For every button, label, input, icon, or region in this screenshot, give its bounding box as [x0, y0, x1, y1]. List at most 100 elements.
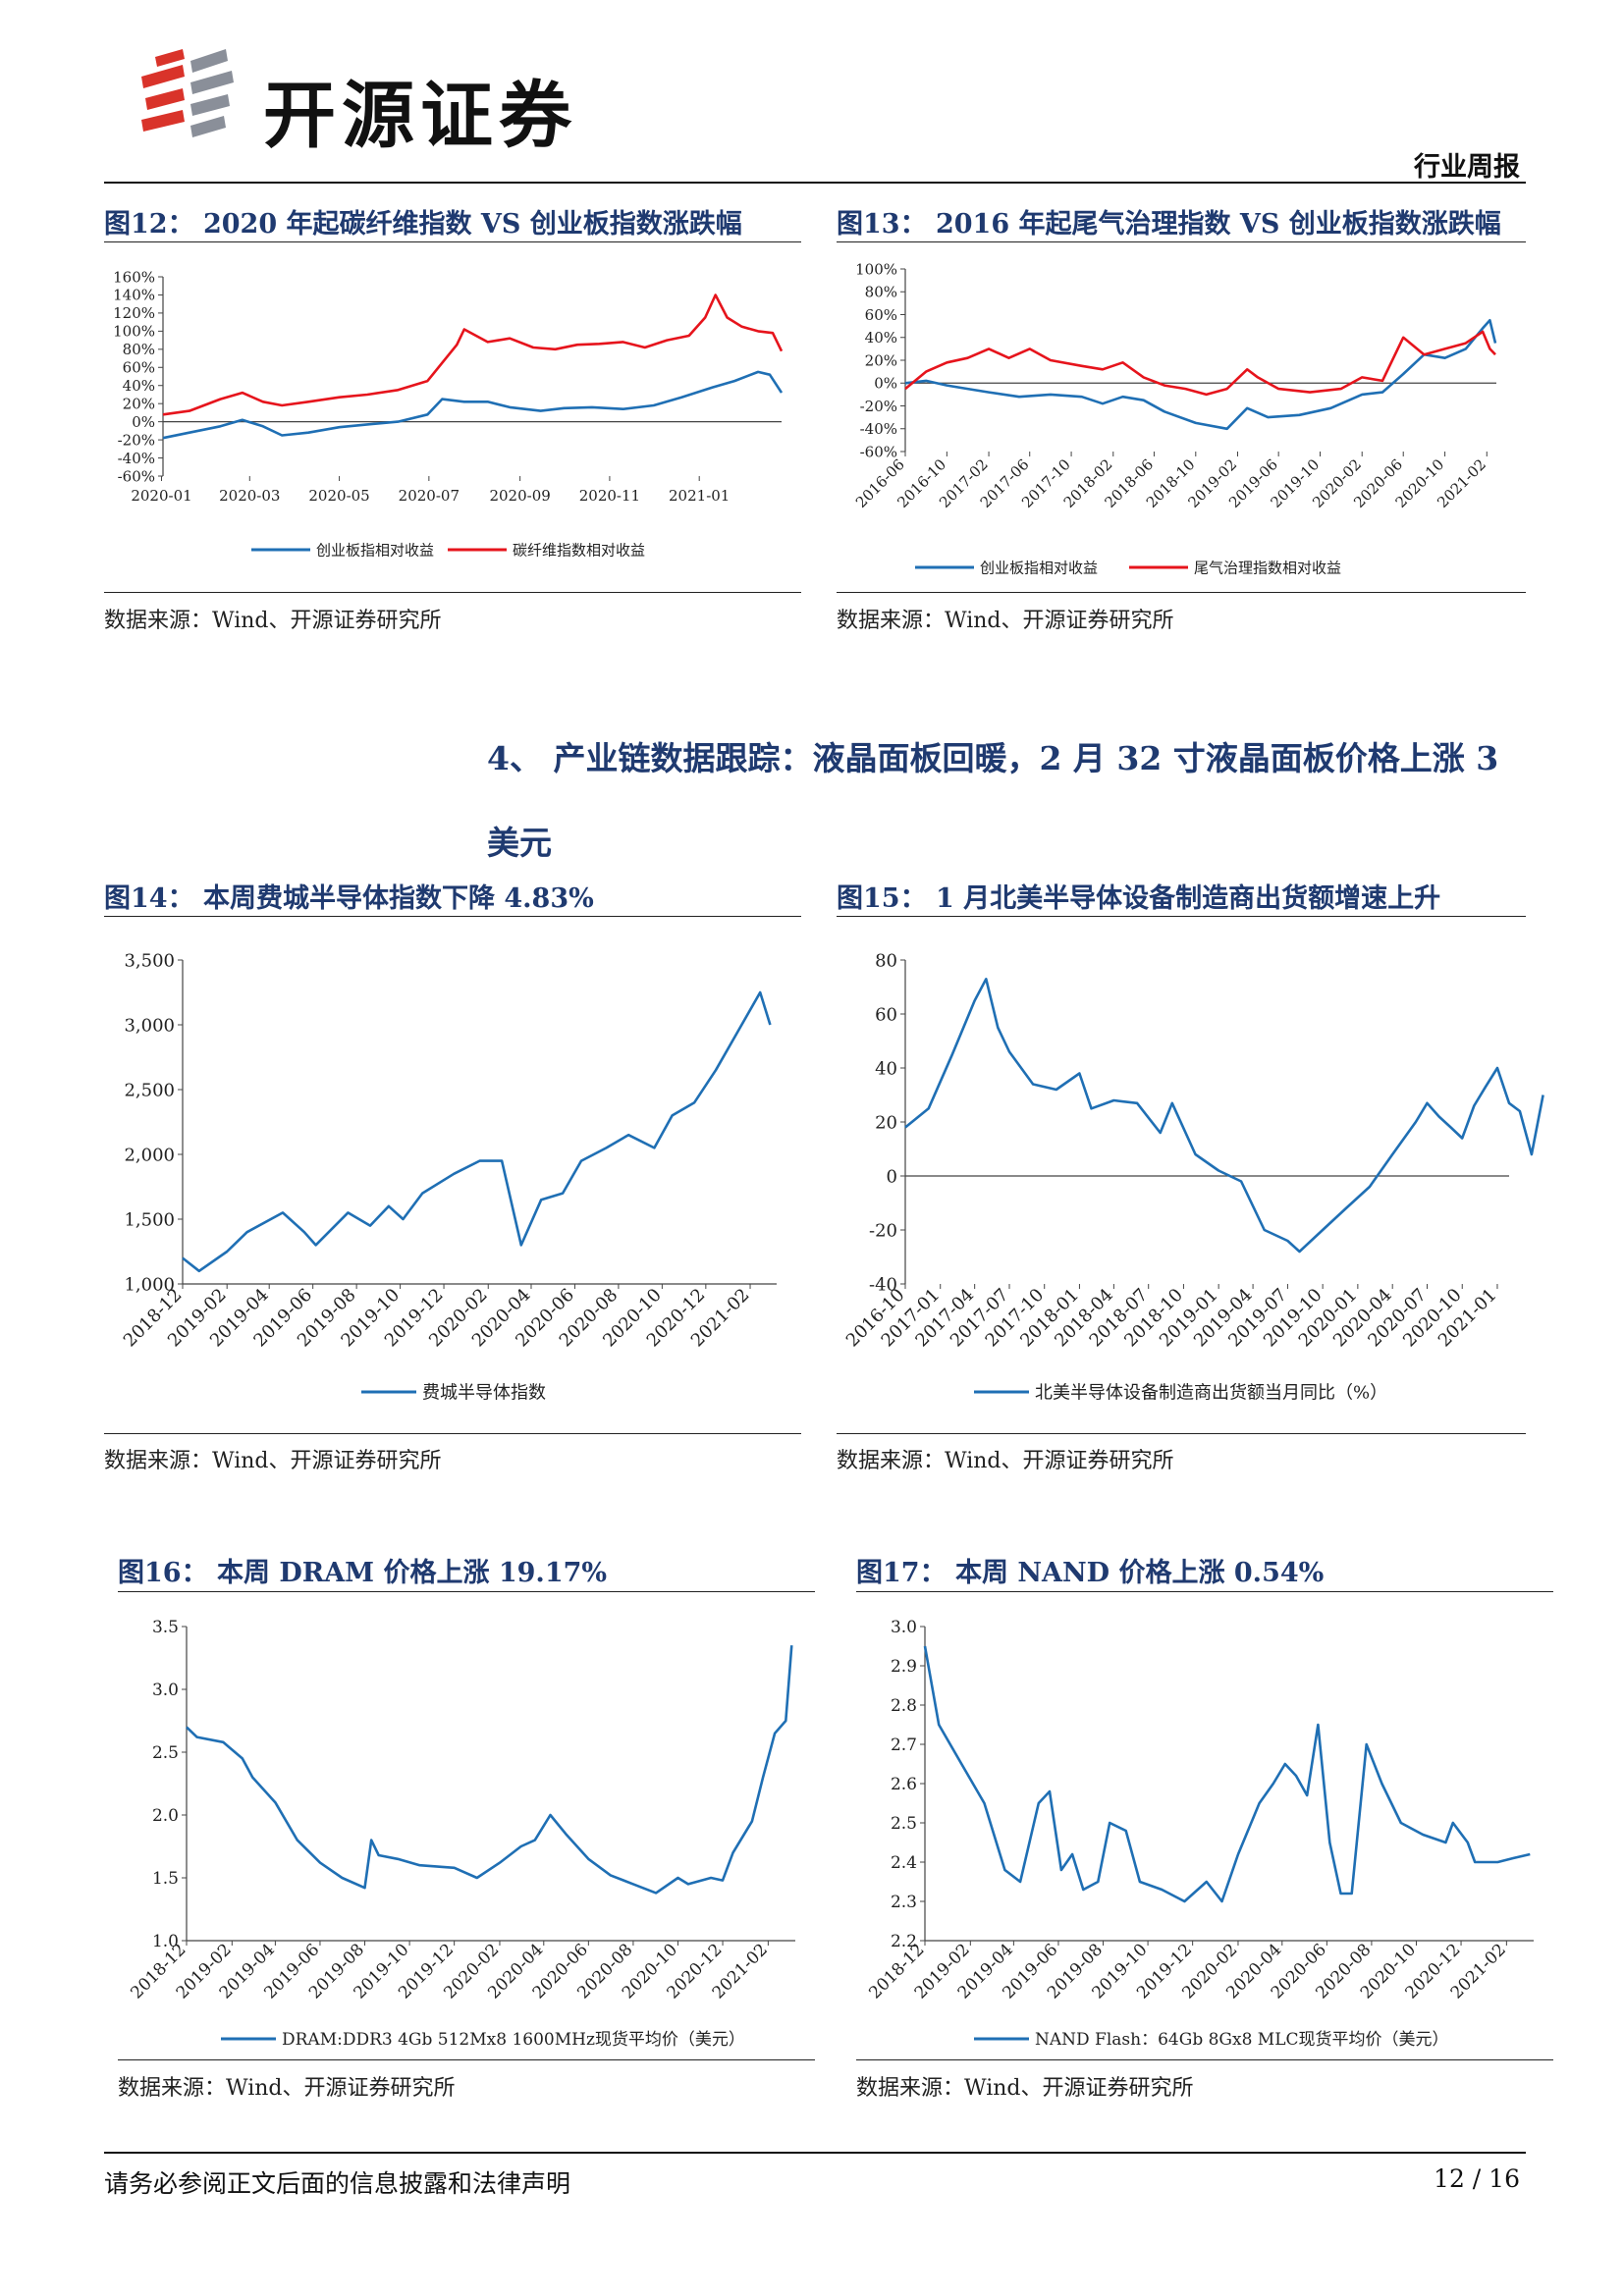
y-tick-label: -20	[869, 1220, 897, 1241]
y-tick-label: 0%	[132, 413, 155, 431]
y-tick-label: 80	[875, 950, 897, 971]
y-tick-label: 2,000	[124, 1145, 175, 1165]
figure-13-bottom-rule	[837, 592, 1526, 593]
y-tick-label: 2.9	[891, 1657, 917, 1677]
y-tick-label: 2.6	[891, 1775, 917, 1794]
figure-15-rule	[837, 916, 1526, 917]
legend-label: 碳纤维指数相对收益	[513, 541, 645, 559]
y-tick-label: 40	[875, 1058, 897, 1079]
y-tick-label: 0	[887, 1166, 897, 1187]
y-tick-label: -60%	[860, 443, 897, 460]
series-line-2	[162, 294, 784, 416]
y-tick-label: 100%	[855, 260, 897, 278]
x-tick-label: 2021-01	[669, 487, 730, 505]
figure-12-source: 数据来源：Wind、开源证券研究所	[104, 609, 442, 633]
y-tick-label: 80%	[123, 341, 155, 358]
y-tick-label: 40%	[123, 377, 155, 395]
y-tick-label: -60%	[118, 467, 155, 485]
footer-divider	[104, 2152, 1526, 2154]
legend-label: 费城半导体指数	[422, 1382, 546, 1403]
y-tick-label: 2.8	[891, 1696, 917, 1716]
series-line-1	[923, 1645, 1531, 1903]
figure-13-chart: 100%80%60%40%20%0%-20%-40%-60%2016-06201…	[852, 260, 1497, 576]
section-heading: 4、 产业链数据跟踪：液晶面板回暖，2 月 32 寸液晶面板价格上涨 3 美元	[487, 739, 1499, 862]
y-tick-label: 20	[875, 1112, 897, 1133]
figure-17-source: 数据来源：Wind、开源证券研究所	[856, 2076, 1194, 2101]
y-tick-label: 140%	[113, 287, 155, 304]
y-tick-label: -20%	[118, 431, 155, 449]
y-tick-label: 1.5	[152, 1869, 179, 1889]
series-line-1	[162, 370, 784, 440]
figure-14-rule	[104, 916, 801, 917]
figure-13-rule	[837, 241, 1526, 242]
y-tick-label: -20%	[860, 398, 897, 415]
company-name: 开源证券	[263, 74, 577, 158]
page-number: 12 / 16	[1434, 2164, 1520, 2193]
figure-12-title: 图12： 2020 年起碳纤维指数 VS 创业板指数涨跌幅	[104, 209, 742, 240]
y-tick-label: 2.7	[891, 1735, 917, 1755]
legend-label: NAND Flash：64Gb 8Gx8 MLC现货平均价（美元）	[1035, 2030, 1449, 2050]
figure-12-bottom-rule	[104, 592, 801, 593]
series-line-1	[186, 1645, 793, 1895]
x-tick-label: 2020-09	[489, 487, 550, 505]
y-tick-label: 60	[875, 1004, 897, 1025]
y-tick-label: 1.0	[152, 1932, 179, 1951]
y-tick-label: 3,500	[124, 950, 175, 971]
figure-15-title: 图15： 1 月北美半导体设备制造商出货额增速上升	[837, 883, 1441, 914]
figure-16-rule	[118, 1591, 815, 1592]
y-tick-label: 160%	[113, 268, 155, 286]
legend-label: 创业板指相对收益	[980, 559, 1098, 576]
y-tick-label: 3,000	[124, 1015, 175, 1036]
figure-17-chart: 3.02.92.82.72.62.52.42.32.22018-122019-0…	[865, 1618, 1534, 2050]
figure-16-title: 图16： 本周 DRAM 价格上涨 19.17%	[118, 1558, 608, 1588]
y-tick-label: 2.5	[152, 1743, 179, 1763]
y-tick-label: 40%	[865, 329, 897, 347]
footer-disclaimer: 请务必参阅正文后面的信息披露和法律声明	[104, 2169, 571, 2198]
y-tick-label: 60%	[123, 359, 155, 377]
series-line-1	[904, 978, 1544, 1254]
y-tick-label: 3.0	[152, 1681, 179, 1700]
figure-15-bottom-rule	[837, 1433, 1526, 1434]
legend-label: 创业板指相对收益	[316, 541, 434, 559]
legend-label: 北美半导体设备制造商出货额当月同比（%）	[1035, 1382, 1387, 1403]
y-tick-label: 100%	[113, 323, 155, 341]
figure-12-chart: 160%140%120%100%80%60%40%20%0%-20%-40%-6…	[113, 268, 784, 559]
figure-17-rule	[856, 1591, 1553, 1592]
y-tick-label: 2.3	[891, 1893, 917, 1912]
y-tick-label: 0%	[874, 375, 897, 393]
y-tick-label: -40%	[118, 450, 155, 467]
figure-16-source: 数据来源：Wind、开源证券研究所	[118, 2076, 456, 2101]
y-tick-label: 1,500	[124, 1209, 175, 1230]
y-tick-label: 2.0	[152, 1806, 179, 1826]
y-tick-label: 3.0	[891, 1618, 917, 1637]
y-tick-label: 2.4	[891, 1853, 917, 1873]
figure-14-source: 数据来源：Wind、开源证券研究所	[104, 1449, 442, 1473]
company-logo	[141, 49, 234, 137]
header-divider	[104, 182, 1526, 184]
series-line-1	[904, 319, 1497, 431]
y-tick-label: 1,000	[124, 1274, 175, 1295]
figure-16-chart: 3.53.02.52.01.51.02018-122019-022019-042…	[127, 1618, 795, 2050]
figure-16-bottom-rule	[118, 2059, 815, 2060]
figure-12-rule	[104, 241, 801, 242]
y-tick-label: 120%	[113, 304, 155, 322]
y-tick-label: -40	[869, 1274, 897, 1295]
figure-15-source: 数据来源：Wind、开源证券研究所	[837, 1449, 1174, 1473]
figure-14-title: 图14： 本周费城半导体指数下降 4.83%	[104, 883, 594, 914]
x-tick-label: 2020-11	[579, 487, 640, 505]
x-tick-label: 2020-01	[131, 487, 191, 505]
x-tick-label: 2020-07	[399, 487, 460, 505]
y-tick-label: 20%	[865, 351, 897, 369]
y-tick-label: 3.5	[152, 1618, 179, 1637]
x-tick-label: 2020-03	[219, 487, 280, 505]
y-tick-label: 2.5	[891, 1814, 917, 1834]
figure-17-title: 图17： 本周 NAND 价格上涨 0.54%	[856, 1558, 1325, 1588]
series-line-1	[182, 990, 772, 1273]
figure-13-source: 数据来源：Wind、开源证券研究所	[837, 609, 1174, 633]
y-tick-label: 20%	[123, 395, 155, 412]
figure-17-bottom-rule	[856, 2059, 1553, 2060]
x-tick-label: 2020-05	[308, 487, 369, 505]
figure-13-title: 图13： 2016 年起尾气治理指数 VS 创业板指数涨跌幅	[837, 209, 1501, 240]
y-tick-label: 60%	[865, 306, 897, 324]
figure-14-bottom-rule	[104, 1433, 801, 1434]
